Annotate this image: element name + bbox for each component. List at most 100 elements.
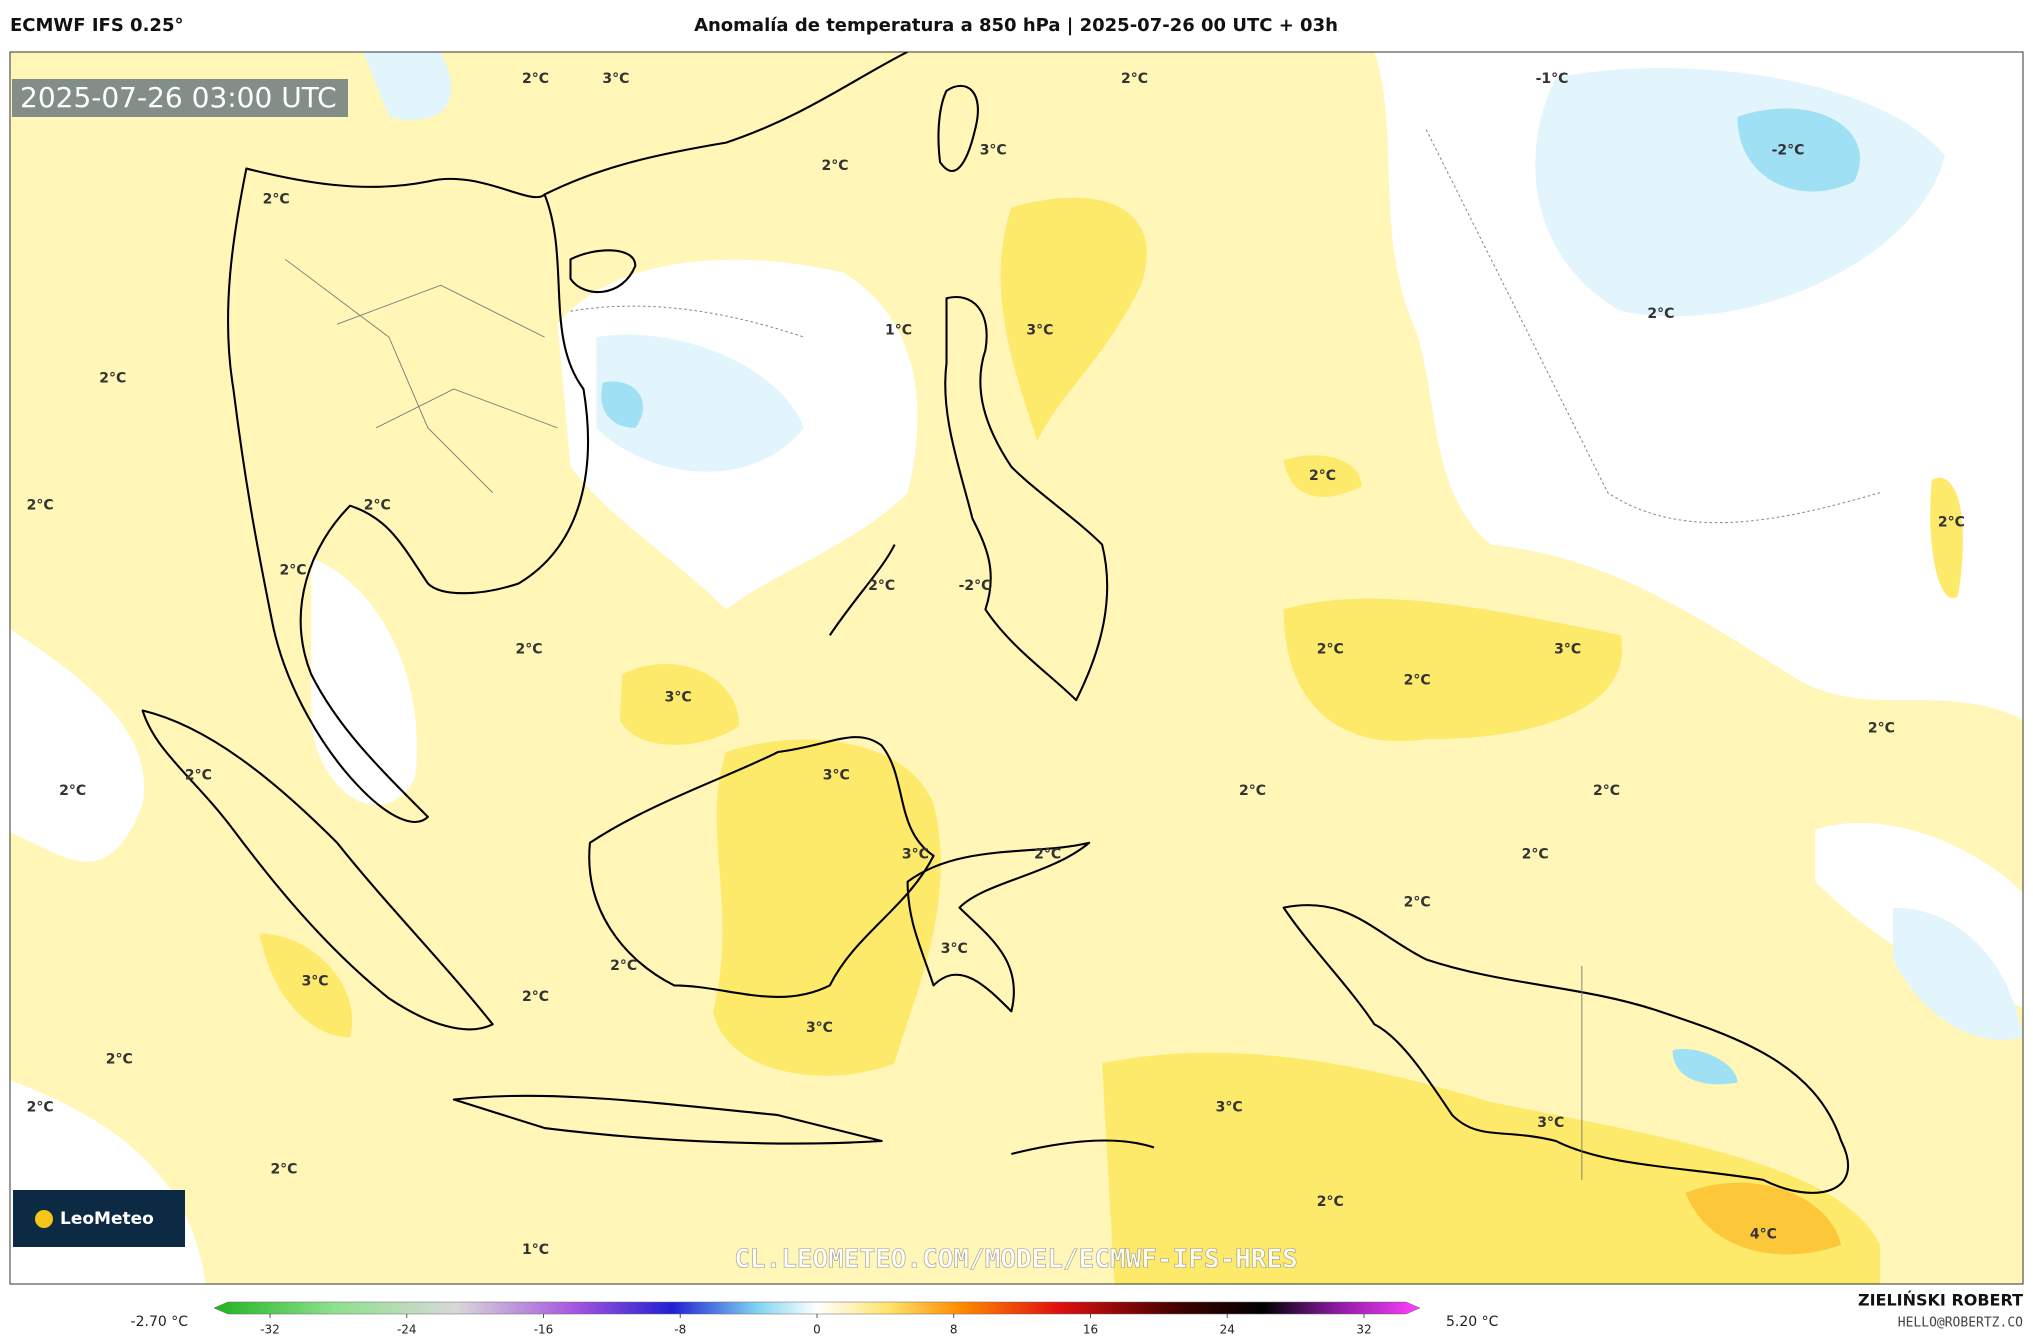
contour-label: 1°C — [522, 1242, 549, 1258]
colorbar-min: -2.70 °C — [131, 1314, 189, 1330]
map-layer — [10, 52, 2023, 1284]
border — [284, 258, 558, 494]
colorbar-tick-label: -24 — [397, 1323, 417, 1337]
contour-label: 2°C — [868, 578, 895, 594]
coastline — [828, 544, 896, 636]
contour-label: 2°C — [27, 1099, 54, 1115]
watermark: CL.LEOMETEO.COM/MODEL/ECMWF-IFS-HRES — [734, 1245, 1298, 1275]
contour-label: 2°C — [1404, 673, 1431, 689]
coastline — [937, 85, 979, 173]
hot-area — [1685, 1182, 1842, 1255]
contour-label: 3°C — [602, 71, 629, 87]
contour-label: 2°C — [99, 371, 126, 387]
warm-area — [1283, 598, 1623, 742]
contour-label: 2°C — [1317, 642, 1344, 658]
contour-label: 2°C — [280, 563, 307, 579]
cold-area — [601, 381, 644, 428]
warm-area — [1102, 1052, 1881, 1284]
coastline — [569, 249, 637, 293]
contour-label: 2°C — [1593, 783, 1620, 799]
contour-label: 2°C — [522, 71, 549, 87]
contour-label: 3°C — [941, 941, 968, 957]
warm-area — [1930, 477, 1963, 599]
contour-label: 3°C — [302, 974, 329, 990]
cool-area — [596, 334, 804, 472]
coastline — [452, 1094, 883, 1145]
contour-label: 2°C — [1868, 721, 1895, 737]
contour-label: 3°C — [1026, 323, 1053, 339]
contour-label: 1°C — [885, 323, 912, 339]
contour-label: 2°C — [1522, 846, 1549, 862]
model-name: ECMWF IFS 0.25° — [10, 15, 183, 36]
contour-label: 2°C — [263, 192, 290, 208]
contour-label: 3°C — [902, 846, 929, 862]
contour-label: 2°C — [516, 642, 543, 658]
contour-label: 3°C — [1216, 1099, 1243, 1115]
contour-label: 2°C — [1404, 894, 1431, 910]
warm-area — [1283, 455, 1362, 497]
coastline — [544, 52, 909, 196]
contour-label: 3°C — [980, 142, 1007, 158]
colorbar-max: 5.20 °C — [1446, 1314, 1499, 1330]
colorbar-tick-label: 8 — [950, 1323, 958, 1337]
contour-label: 2°C — [1647, 306, 1674, 322]
neutral-area — [311, 557, 417, 805]
neutral-area — [10, 629, 144, 862]
cold-area — [1737, 108, 1860, 192]
contour-label: 2°C — [185, 767, 212, 783]
contour-label: 3°C — [665, 690, 692, 706]
contour-label: 2°C — [106, 1051, 133, 1067]
cold-area — [1672, 1048, 1738, 1085]
warm-area — [619, 664, 740, 745]
contour-label: 2°C — [1121, 71, 1148, 87]
colorbar-tick-label: 24 — [1220, 1323, 1235, 1337]
contour-label: 2°C — [1317, 1194, 1344, 1210]
coastline — [141, 709, 494, 1031]
colorbar — [213, 1301, 1421, 1315]
warm-area — [1000, 197, 1147, 441]
colorbar-tick-label: -32 — [260, 1323, 280, 1337]
coastline — [1011, 1139, 1155, 1155]
logo-sun — [35, 1210, 53, 1228]
contour-label: 2°C — [610, 958, 637, 974]
contour-label: -2°C — [959, 578, 992, 594]
contour-label: 2°C — [1239, 783, 1266, 799]
coastline — [906, 841, 1091, 1013]
logo-text: LeoMeteo — [60, 1209, 154, 1229]
colorbar-tick-label: 32 — [1356, 1323, 1371, 1337]
map-title: Anomalía de temperatura a 850 hPa | 2025… — [694, 15, 1338, 36]
contour-label: 2°C — [1938, 515, 1965, 531]
colorbar-tick-label: 16 — [1083, 1323, 1098, 1337]
colorbar-tick-label: -8 — [674, 1323, 686, 1337]
map: 2°C 3°C 2°C -1°C 3°C -2°C 2°C 2°C 1°C 3°C 2°C 2°C 2°… — [10, 52, 2023, 1284]
contour-labels: 2°C 3°C 2°C -1°C 3°C -2°C 2°C 2°C 1°C 3°C 2°C 2°C 2°… — [27, 71, 1965, 1258]
timestamp-box — [12, 79, 348, 117]
contour-label: 3°C — [823, 767, 850, 783]
contour-label: 3°C — [1554, 642, 1581, 658]
cool-area — [1893, 907, 2023, 1040]
coastline — [1282, 904, 1849, 1194]
contour-label: 2°C — [59, 783, 86, 799]
colorbar-tick-label: -16 — [534, 1323, 554, 1337]
coastline — [227, 167, 589, 823]
contour-label: 2°C — [822, 158, 849, 174]
map-frame — [9, 51, 2024, 1285]
email: HELLO@ROBERTZ.CO — [1898, 1316, 2023, 1331]
contour-label: 4°C — [1750, 1226, 1777, 1242]
contour-label: -1°C — [1536, 71, 1569, 87]
contour-label: 2°C — [1034, 846, 1061, 862]
coastline — [944, 296, 1109, 702]
contour-label: 3°C — [806, 1020, 833, 1036]
coastline — [588, 736, 935, 998]
warm-area — [713, 739, 941, 1076]
contour-label: 2°C — [1309, 468, 1336, 484]
contour-label: 2°C — [522, 989, 549, 1005]
cool-area — [363, 52, 451, 120]
timestamp: 2025-07-26 03:00 UTC — [20, 81, 337, 114]
contour-label: 2°C — [270, 1162, 297, 1178]
contour-label: 3°C — [1537, 1115, 1564, 1131]
contour-label: 2°C — [27, 498, 54, 514]
contour-line — [1425, 129, 1881, 524]
contour-label: 2°C — [364, 498, 391, 514]
